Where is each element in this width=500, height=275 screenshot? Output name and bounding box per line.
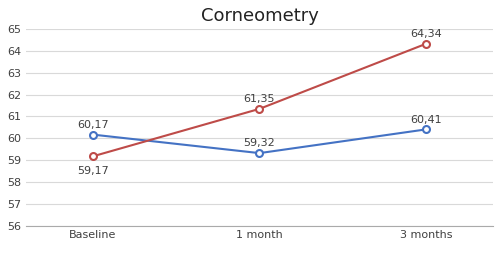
RF [424, 42, 430, 45]
Line: RF: RF [89, 40, 430, 160]
Text: 59,17: 59,17 [77, 166, 108, 175]
Control [256, 152, 262, 155]
Control [90, 133, 96, 136]
Title: Corneometry: Corneometry [200, 7, 318, 25]
Text: 59,32: 59,32 [244, 138, 276, 148]
RF [90, 155, 96, 158]
Line: Control: Control [89, 126, 430, 156]
Text: 60,17: 60,17 [77, 120, 108, 130]
Text: 60,41: 60,41 [410, 115, 442, 125]
RF [256, 107, 262, 111]
Text: 61,35: 61,35 [244, 94, 275, 104]
Text: 64,34: 64,34 [410, 29, 442, 39]
Control [424, 128, 430, 131]
